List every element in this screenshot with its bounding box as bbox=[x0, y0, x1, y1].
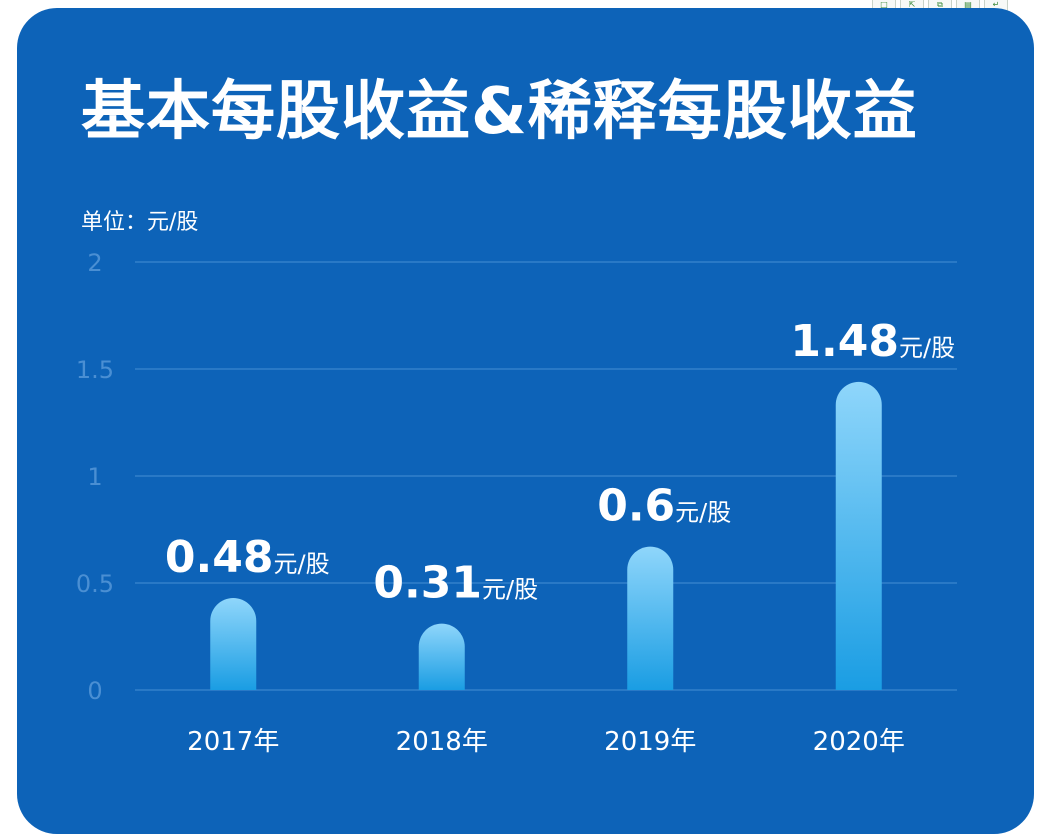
bar-chart: 00.511.52 0.48元/股 0.31元/股0.6元/股1.48元/股 20… bbox=[76, 249, 957, 757]
chart-title: 基本每股收益&稀释每股收益 bbox=[81, 75, 918, 149]
bar-2019年 bbox=[627, 546, 674, 690]
y-tick-label: 0 bbox=[87, 677, 102, 705]
data-label-unit: 元/股 bbox=[482, 576, 538, 604]
y-tick-label: 2 bbox=[87, 249, 102, 277]
bar-2020年 bbox=[835, 381, 882, 690]
bar-2018年 bbox=[418, 623, 465, 690]
x-tick-label: 2019年 bbox=[604, 727, 696, 757]
data-label: 1.48元/股 bbox=[790, 316, 955, 367]
y-tick-label: 1.5 bbox=[76, 356, 114, 384]
x-tick-label: 2018年 bbox=[396, 727, 488, 757]
data-label-unit: 元/股 bbox=[899, 334, 955, 362]
chart-card: 基本每股收益&稀释每股收益 单位：元/股 0 0.5 1 1.5 2 0.48元/股 0.… bbox=[17, 8, 1034, 834]
data-label-value: 0.48 bbox=[165, 532, 274, 583]
data-label: 0.6元/股 bbox=[597, 481, 731, 532]
data-labels: 0.48元/股 0.31元/股0.6元/股1.48元/股 bbox=[165, 316, 955, 609]
unit-label: 单位：元/股 bbox=[81, 210, 199, 235]
y-axis-ticks: 0 0.5 1 1.5 2 bbox=[76, 249, 114, 705]
grid-lines bbox=[135, 261, 957, 691]
data-label: 0.48元/股 bbox=[165, 532, 330, 583]
top-toolbar: □ ⇱ ⧉ ▤ ↵ bbox=[872, 0, 1032, 12]
bar-2017年 bbox=[210, 597, 257, 690]
data-label-value: 1.48 bbox=[790, 316, 899, 367]
data-label-value: 0.31 bbox=[373, 558, 482, 609]
data-label: 0.31元/股 bbox=[373, 558, 538, 609]
data-label-unit: 元/股 bbox=[675, 499, 731, 527]
y-tick-label: 0.5 bbox=[76, 570, 114, 598]
x-tick-label: 2017年 bbox=[187, 727, 279, 757]
data-label-unit: 元/股 bbox=[273, 550, 329, 578]
x-tick-label: 2020年 bbox=[813, 727, 905, 757]
x-axis-labels: 2017年 2018年 2019年 2020年 bbox=[187, 727, 905, 757]
data-label-value: 0.6 bbox=[597, 481, 675, 532]
bars bbox=[210, 381, 882, 690]
y-tick-label: 1 bbox=[87, 463, 102, 491]
